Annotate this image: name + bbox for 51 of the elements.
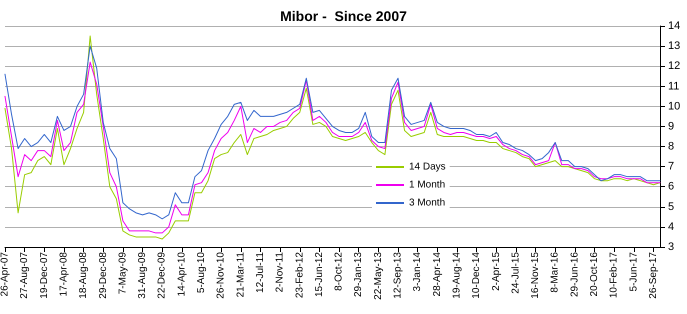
y-tick-label: 5	[668, 200, 674, 213]
legend-label: 3 Month	[409, 198, 446, 208]
x-tick-label: 7-May-09	[117, 252, 128, 294]
chart-title: Mibor - Since 2007	[280, 8, 408, 24]
x-tick-label: 16-Nov-15	[530, 252, 542, 299]
y-tick-label: 8	[668, 140, 674, 153]
x-tick-label: 12-Jul-11	[254, 252, 266, 293]
x-tick-label: 14-Apr-10	[176, 252, 188, 296]
y-tick-label: 13	[668, 40, 680, 52]
x-tick-label: 12-Sep-13	[392, 252, 404, 299]
x-tick-label: 26-Apr-07	[0, 252, 10, 296]
x-tick-label: 2-Apr-15	[490, 252, 502, 291]
y-tick-label: 6	[668, 180, 674, 193]
x-tick-label: 31-Aug-09	[137, 252, 148, 299]
y-tick-label: 10	[668, 100, 680, 112]
x-tick-label: 29-Jun-16	[569, 252, 580, 298]
x-tick-label: 5-Aug-10	[196, 252, 207, 294]
x-tick-label: 10-Feb-17	[608, 252, 620, 298]
x-tick-label: 2-Nov-11	[274, 252, 286, 292]
x-tick-label: 18-Aug-08	[78, 252, 90, 299]
x-tick-label: 8-Oct-12	[334, 252, 345, 291]
x-tick-label: 3-Jan-14	[412, 252, 424, 292]
x-tick-label: 27-Aug-07	[19, 252, 30, 299]
x-tick-label: 21-Mar-11	[235, 252, 246, 298]
x-tick-label: 29-Dec-08	[98, 252, 109, 299]
y-tick-label: 12	[668, 60, 680, 72]
x-tick-label: 19-Aug-14	[451, 252, 462, 299]
y-tick-label: 14	[668, 20, 680, 32]
x-tick-label: 23-Feb-12	[294, 252, 306, 298]
x-tick-label: 8-Mar-16	[550, 252, 561, 293]
line-series	[4, 62, 660, 234]
y-tick-label: 4	[668, 220, 674, 233]
y-tick-label: 7	[668, 160, 674, 173]
legend-label: 1 Month	[409, 180, 446, 190]
y-tick-label: 11	[668, 80, 680, 92]
legend-label: 14 Days	[409, 162, 446, 172]
x-tick-label: 24-Jul-15	[510, 252, 522, 294]
x-tick-label: 28-Apr-14	[432, 252, 443, 296]
x-tick-label: 22-Dec-09	[156, 252, 168, 299]
y-tick-label: 3	[668, 241, 674, 253]
x-tick-label: 29-Jan-13	[353, 252, 364, 298]
x-tick-label: 5-Jun-17	[628, 252, 640, 292]
x-tick-label: 19-Dec-07	[38, 252, 50, 299]
x-tick-label: 15-Jun-12	[314, 252, 325, 298]
y-tick-label: 9	[668, 120, 674, 132]
x-tick-label: 20-Oct-16	[589, 252, 600, 296]
x-tick-label: 26-Nov-10	[216, 252, 227, 299]
x-tick-label: 26-Sep-17	[648, 252, 659, 299]
x-tick-label: 22-May-13	[372, 252, 384, 300]
x-tick-label: 10-Dec-14	[471, 252, 482, 299]
x-tick-label: 17-Apr-08	[58, 252, 70, 296]
